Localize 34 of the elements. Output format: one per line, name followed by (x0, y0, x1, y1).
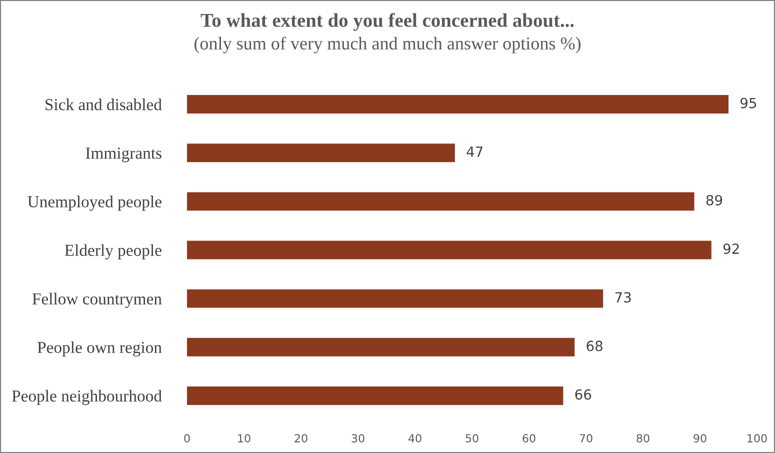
x-tick-label: 60 (522, 434, 536, 442)
data-label: 89 (706, 194, 722, 206)
y-tick-label: Unemployed people (28, 196, 162, 211)
y-tick-label: People neighbourhood (12, 390, 162, 406)
y-tick-label: Sick and disabled (46, 98, 162, 110)
data-label: 92 (723, 244, 739, 254)
x-tick-label: 100 (748, 434, 767, 442)
y-tick-label: People own region (38, 341, 162, 357)
x-tick-label: 10 (238, 434, 250, 442)
bar (187, 289, 604, 308)
x-tick-label: 80 (636, 434, 650, 442)
x-tick-label: 0 (184, 434, 190, 442)
x-tick-label: 70 (580, 434, 592, 442)
x-tick-label: 50 (466, 434, 478, 442)
data-label: 47 (466, 146, 482, 157)
y-tick-label: Fellow countrymen (32, 292, 162, 308)
bar (187, 95, 728, 114)
bar (187, 192, 694, 211)
data-label: 73 (615, 292, 631, 303)
y-tick-label: Immigrants (86, 148, 162, 162)
x-tick-label: 40 (408, 434, 422, 442)
y-tick-label: Elderly people (64, 244, 162, 260)
bar (187, 386, 564, 405)
data-label: 68 (586, 340, 602, 352)
chart-title: To what extent do you feel concerned about... (200, 13, 574, 31)
x-tick-label: 30 (352, 434, 364, 442)
x-tick-label: 20 (294, 434, 308, 442)
bar (187, 338, 575, 356)
data-label: 66 (575, 389, 592, 400)
bar (187, 144, 455, 162)
x-tick-label: 90 (694, 434, 706, 442)
bar (187, 240, 712, 260)
data-label: 95 (740, 98, 756, 108)
chart-subtitle: (only sum of very much and much answer options %) (194, 36, 581, 54)
